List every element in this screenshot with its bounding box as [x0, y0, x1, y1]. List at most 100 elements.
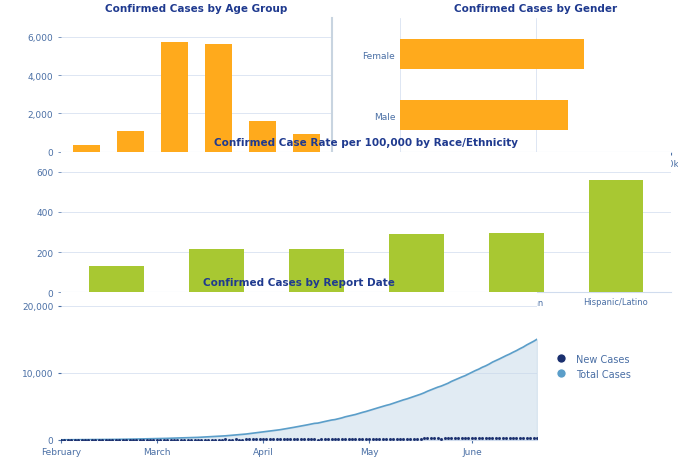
Point: [100, 436, 111, 444]
Point: [241, 436, 252, 443]
Bar: [294, 135, 320, 152]
Point: [121, 436, 132, 444]
Point: [364, 435, 375, 443]
Point: [144, 436, 155, 444]
Point: [515, 434, 525, 442]
Point: [494, 435, 504, 442]
Point: [302, 435, 313, 443]
Point: [415, 435, 426, 442]
Point: [117, 436, 128, 444]
Point: [480, 435, 491, 442]
Point: [346, 435, 357, 443]
Point: [196, 436, 207, 444]
Point: [234, 436, 245, 443]
Point: [227, 436, 238, 444]
Point: [59, 436, 70, 444]
Point: [138, 436, 148, 444]
Bar: [73, 145, 100, 152]
Point: [525, 434, 536, 442]
Point: [292, 436, 302, 443]
Bar: [89, 267, 144, 293]
Bar: [188, 250, 243, 293]
Point: [104, 436, 115, 444]
Point: [497, 434, 508, 442]
Point: [395, 435, 405, 443]
Point: [285, 436, 296, 443]
Bar: [589, 181, 643, 293]
Point: [460, 435, 471, 442]
Point: [378, 435, 388, 443]
Bar: [161, 44, 188, 152]
Point: [261, 436, 272, 443]
Point: [172, 436, 183, 444]
Point: [463, 434, 474, 442]
Point: [398, 435, 409, 443]
Point: [73, 436, 83, 444]
Point: [433, 435, 443, 442]
Point: [244, 436, 255, 443]
Title: Confirmed Cases by Report Date: Confirmed Cases by Report Date: [203, 278, 395, 288]
Point: [66, 436, 77, 444]
Point: [223, 436, 234, 443]
Point: [127, 436, 138, 444]
Bar: [400, 100, 568, 131]
Point: [151, 436, 162, 444]
Point: [141, 436, 152, 444]
Point: [466, 434, 477, 442]
Point: [258, 436, 268, 443]
Point: [199, 436, 210, 444]
Point: [237, 436, 248, 443]
Point: [333, 435, 344, 443]
Point: [350, 435, 361, 443]
Point: [428, 435, 439, 442]
Bar: [289, 250, 344, 293]
Point: [528, 434, 539, 442]
Point: [254, 436, 265, 443]
Point: [360, 435, 371, 443]
Bar: [400, 40, 584, 70]
Point: [439, 435, 450, 442]
Point: [508, 434, 519, 442]
Point: [206, 436, 217, 444]
Point: [483, 434, 494, 442]
Point: [436, 435, 447, 443]
Point: [251, 436, 262, 443]
Point: [296, 436, 306, 443]
Point: [268, 436, 279, 443]
Point: [511, 434, 522, 442]
Point: [453, 435, 464, 442]
Point: [189, 436, 200, 444]
Point: [79, 436, 90, 444]
Point: [162, 436, 173, 444]
Point: [281, 436, 292, 443]
Point: [216, 436, 227, 444]
Point: [340, 435, 351, 443]
Point: [518, 434, 529, 442]
Point: [504, 435, 515, 442]
Bar: [388, 235, 443, 293]
Point: [306, 436, 317, 443]
Point: [131, 436, 142, 444]
Point: [271, 436, 282, 443]
Point: [203, 436, 214, 444]
Point: [114, 436, 125, 444]
Point: [56, 436, 66, 444]
Point: [521, 434, 532, 441]
Point: [159, 436, 170, 444]
Point: [446, 434, 457, 442]
Point: [343, 435, 354, 443]
Point: [148, 436, 159, 444]
Title: Confirmed Cases by Age Group: Confirmed Cases by Age Group: [106, 4, 287, 13]
Point: [69, 436, 80, 444]
Point: [264, 436, 275, 443]
Point: [374, 435, 385, 443]
Point: [288, 436, 299, 443]
Point: [97, 436, 108, 444]
Point: [155, 436, 165, 444]
Point: [357, 435, 367, 443]
Point: [299, 436, 310, 443]
Point: [477, 434, 487, 442]
Point: [313, 436, 323, 443]
Point: [210, 436, 220, 444]
Bar: [205, 45, 232, 152]
